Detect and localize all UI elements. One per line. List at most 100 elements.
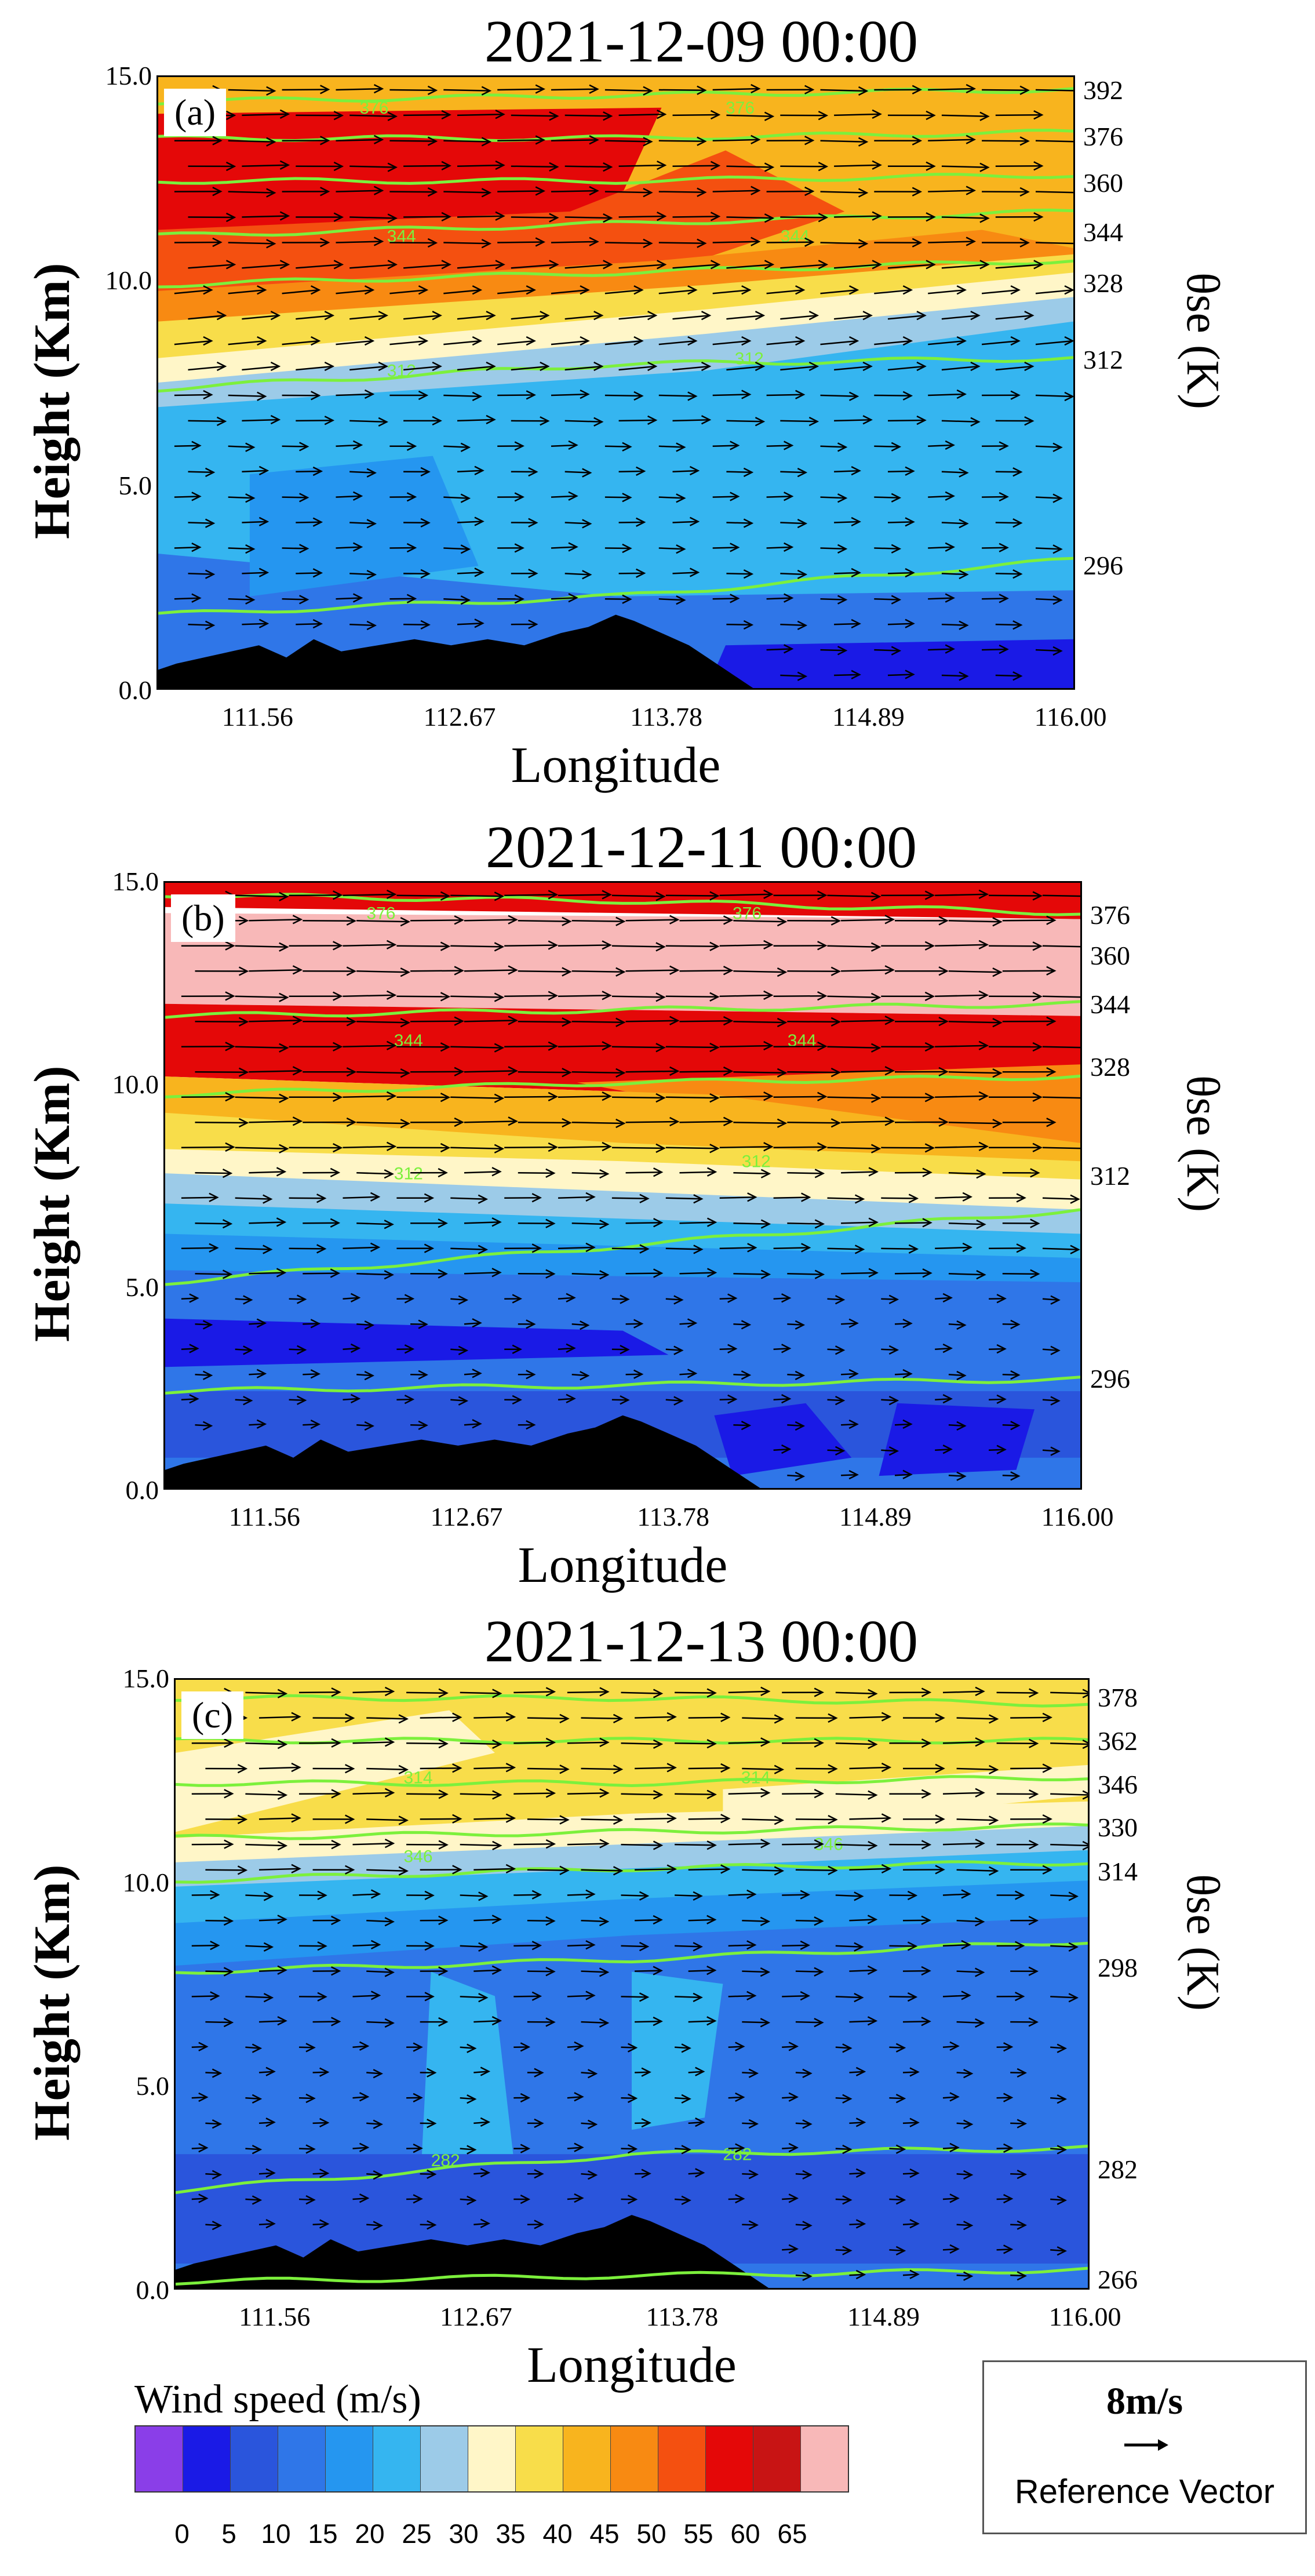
wind-vector-arrow [191,2042,209,2051]
wind-vector-arrow [349,468,377,478]
wind-vector-arrow [513,2144,531,2153]
wind-vector-arrow [564,311,604,321]
wind-vector-arrow [396,1394,415,1405]
wind-speed-band [165,1112,1080,1185]
wind-vector-arrow [625,1016,680,1025]
wind-vector-arrow [894,1117,949,1127]
wind-vector-arrow [181,1192,219,1202]
wind-vector-arrow [352,1788,395,1798]
wind-vector-arrow [795,1865,838,1875]
wind-vector-arrow [827,1245,865,1254]
wind-vector-arrow [1035,595,1063,605]
wind-vector-arrow [258,2016,287,2026]
wind-vector-arrow [181,1394,199,1404]
colorbar-tick-label: 20 [355,2519,385,2549]
wind-vector-arrow [679,1066,734,1076]
wind-vector-arrow [742,2170,759,2180]
wind-vector-arrow [1050,1790,1088,1800]
wind-vector-arrow [571,1169,610,1179]
wind-vector-arrow [245,1993,274,2003]
wind-vector-arrow [675,2043,691,2053]
wind-vector-arrow [205,2017,234,2028]
wind-vector-arrow [511,467,538,477]
wind-vector-arrow [982,390,1021,400]
wind-speed-band [165,913,1080,1016]
wind-vector-arrow [625,965,680,975]
wind-vector-arrow [625,1268,664,1278]
wind-vector-arrow [726,467,754,478]
wind-vector-arrow [942,1788,985,1798]
wind-vector-arrow [356,1320,374,1330]
wind-vector-arrow [834,516,861,527]
wind-vector-arrow [935,1343,953,1354]
wind-vector-arrow [571,1270,610,1280]
wind-vector-arrow [665,1295,684,1305]
panel-label: (a) [164,89,227,136]
wind-vector-arrow [174,542,202,552]
wind-vector-arrow [228,188,276,198]
wind-vector-arrow [956,2221,974,2231]
colorbar-swatch [373,2426,421,2491]
contour-inline-label: 312 [387,362,416,381]
wind-vector-arrow [982,441,1009,451]
wind-vector-arrow [688,2016,717,2026]
wind-vector-arrow [679,1217,717,1227]
wind-vector-arrow [571,1118,626,1129]
wind-vector-arrow [787,1118,842,1128]
wind-vector-arrow [989,1445,1007,1454]
wind-vector-arrow [820,595,848,605]
wind-vector-arrow [551,135,599,145]
wind-vector-arrow [336,83,384,94]
wind-vector-arrow [289,1042,343,1051]
wind-vector-arrow [443,493,471,503]
wind-vector-arrow [658,238,707,248]
wind-vector-arrow [625,915,680,925]
theta-se-contour [165,1376,1080,1395]
x-axis-label: Longitude [527,2337,737,2393]
wind-vector-arrow [726,162,775,172]
wind-vector-arrow [289,1345,307,1355]
wind-vector-arrow [235,1043,289,1053]
wind-vector-arrow [719,889,774,899]
wind-vector-arrow [571,967,626,977]
wind-vector-arrow [833,311,873,321]
wind-vector-arrow [766,285,806,295]
wind-vector-arrow [443,137,492,147]
wind-vector-arrow [928,593,955,603]
wind-vector-arrow [443,595,471,605]
y-tick-label: 10.0 [122,1867,170,1897]
wind-vector-arrow [567,1991,596,2000]
wind-vector-arrow [835,1840,878,1851]
wind-vector-arrow [511,162,559,172]
wind-vector-arrow [581,1764,624,1774]
wind-vector-arrow [205,2068,223,2078]
theta-se-contour [176,2266,1088,2286]
wind-vector-arrow [298,1890,327,1900]
wind-vector-arrow [941,111,990,121]
wind-vector-arrow [881,1345,899,1355]
wind-vector-arrow [665,891,720,901]
wind-vector-arrow [782,1687,824,1697]
wind-vector-arrow [513,1839,556,1849]
wind-vector-arrow [443,442,471,452]
wind-vector-arrow [874,85,923,94]
wind-vector-arrow [296,361,335,372]
wind-vector-arrow [773,1243,811,1253]
wind-vector-arrow [889,1992,918,2002]
wind-vector-arrow [995,212,1044,222]
wind-vector-arrow [450,1295,469,1305]
wind-vector-arrow [312,2169,330,2178]
colorbar-swatch [136,2426,183,2491]
wind-vector-arrow [834,109,882,119]
wind-vector-arrow [242,260,290,270]
wind-vector-arrow [518,1168,556,1178]
wind-vector-arrow [551,336,590,346]
wind-vector-arrow [835,2043,853,2053]
wind-vector-arrow [881,890,935,900]
wind-vector-arrow [635,2118,651,2128]
wind-vector-arrow [567,1889,596,1899]
wind-vector-arrow [242,618,269,628]
wind-vector-arrow [1002,1067,1057,1077]
wind-vector-arrow [410,1420,428,1431]
wind-vector-arrow [551,389,590,399]
